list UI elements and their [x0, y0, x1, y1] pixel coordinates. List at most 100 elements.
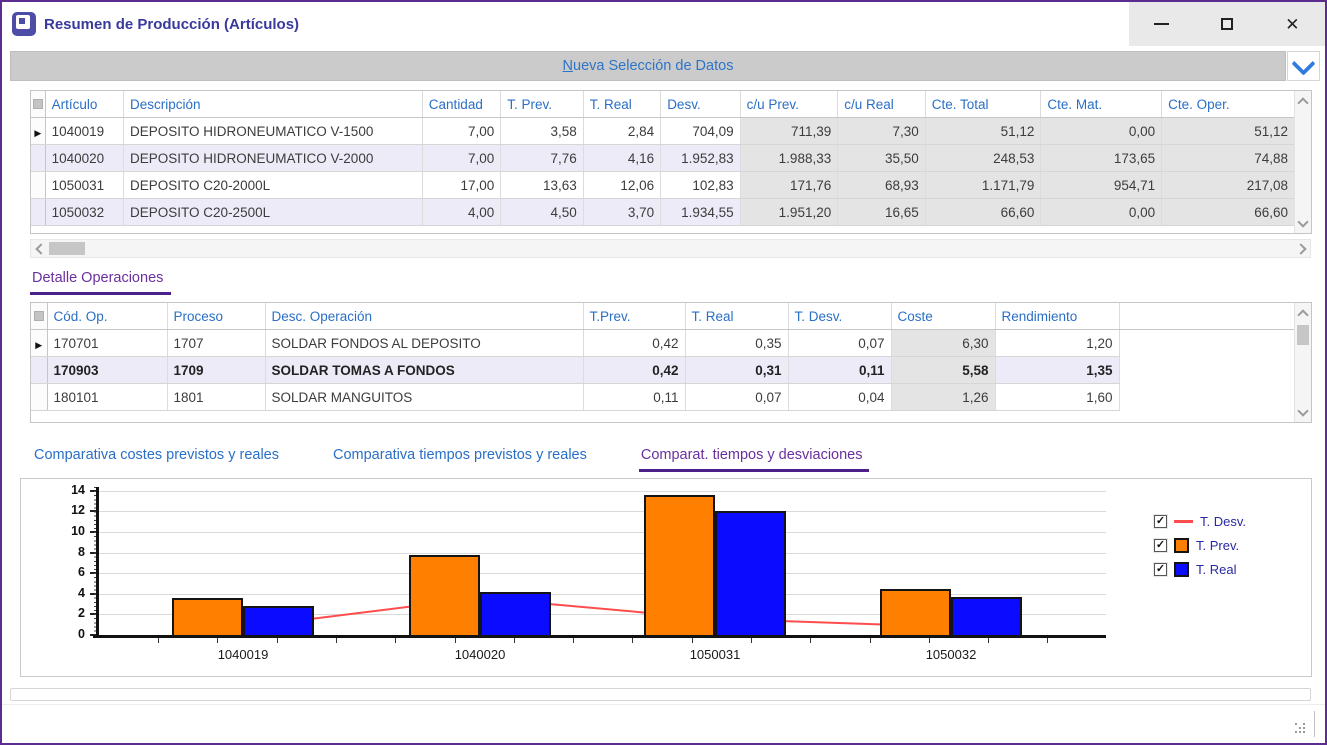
scroll-up-arrow[interactable] — [1295, 305, 1311, 321]
cell[interactable]: 180101 — [47, 383, 168, 411]
cell[interactable]: 0,04 — [788, 383, 892, 411]
cell[interactable]: 0,31 — [685, 356, 789, 384]
cell[interactable]: DEPOSITO C20-2000L — [123, 171, 423, 199]
cell[interactable]: 1709 — [167, 356, 266, 384]
cell[interactable]: 2,84 — [583, 117, 662, 145]
table-row[interactable]: 180101 1801 SOLDAR MANGUITOS 0,11 0,07 0,04 1,… — [31, 383, 1295, 411]
collapse-panel-button[interactable] — [1287, 51, 1320, 81]
cell[interactable]: 173,65 — [1040, 144, 1163, 172]
cell[interactable]: 1050031 — [45, 171, 125, 199]
table-row[interactable]: 1050032 DEPOSITO C20-2500L 4,00 4,50 3,70 1.9… — [31, 198, 1295, 226]
cell[interactable]: 35,50 — [837, 144, 926, 172]
column-header[interactable]: Proceso — [167, 303, 266, 330]
cell[interactable]: 1.934,55 — [660, 198, 741, 226]
scroll-left-arrow[interactable] — [31, 240, 48, 257]
cell[interactable]: 171,76 — [740, 171, 839, 199]
cell[interactable]: 5,58 — [891, 356, 996, 384]
cell[interactable]: SOLDAR TOMAS A FONDOS — [265, 356, 584, 384]
scroll-up-arrow[interactable] — [1295, 93, 1311, 109]
cell[interactable]: 74,88 — [1161, 144, 1295, 172]
cell[interactable]: 12,06 — [583, 171, 662, 199]
cell[interactable]: 1040019 — [45, 117, 125, 145]
chart-tab[interactable]: Comparativa costes previstos y reales — [34, 447, 279, 463]
cell[interactable]: 0,11 — [788, 356, 892, 384]
cell[interactable]: 4,50 — [500, 198, 584, 226]
cell[interactable]: DEPOSITO HIDRONEUMATICO V-1500 — [123, 117, 423, 145]
cell[interactable]: 1040020 — [45, 144, 125, 172]
cell[interactable]: 704,09 — [660, 117, 741, 145]
table-row[interactable]: 1050031 DEPOSITO C20-2000L 17,00 13,63 12,06… — [31, 171, 1295, 199]
column-header[interactable]: Desc. Operación — [265, 303, 584, 330]
cell[interactable]: 7,00 — [422, 117, 502, 145]
cell[interactable]: 68,93 — [837, 171, 926, 199]
cell[interactable]: 3,70 — [583, 198, 662, 226]
cell[interactable]: 0,07 — [788, 329, 892, 357]
cell[interactable]: 1.952,83 — [660, 144, 741, 172]
cell[interactable]: 1050032 — [45, 198, 125, 226]
chart-tab[interactable]: Comparat. tiempos y desviaciones — [638, 445, 869, 472]
cell[interactable]: 0,42 — [583, 329, 686, 357]
scroll-down-arrow[interactable] — [1295, 215, 1311, 231]
column-header[interactable]: c/u Real — [837, 91, 926, 118]
column-header[interactable]: Cód. Op. — [47, 303, 168, 330]
cell[interactable]: 248,53 — [925, 144, 1042, 172]
operations-grid-vscrollbar[interactable] — [1294, 303, 1311, 422]
articles-grid-vscrollbar[interactable] — [1294, 91, 1311, 233]
cell[interactable]: 170701 — [47, 329, 168, 357]
resize-grip-icon[interactable] — [1295, 723, 1307, 735]
legend-checkbox[interactable]: ✓ — [1154, 562, 1167, 576]
cell[interactable]: SOLDAR MANGUITOS — [265, 383, 584, 411]
cell[interactable]: DEPOSITO C20-2500L — [123, 198, 423, 226]
minimize-button[interactable] — [1129, 2, 1194, 46]
cell[interactable]: 0,00 — [1040, 198, 1163, 226]
cell[interactable]: 66,60 — [925, 198, 1042, 226]
cell[interactable]: 0,07 — [685, 383, 789, 411]
cell[interactable]: 1,60 — [995, 383, 1120, 411]
column-header[interactable]: T. Real — [685, 303, 789, 330]
column-header[interactable]: Rendimiento — [995, 303, 1120, 330]
column-header[interactable]: Cte. Total — [925, 91, 1042, 118]
scroll-down-arrow[interactable] — [1295, 404, 1311, 420]
table-row[interactable]: 170903 1709 SOLDAR TOMAS A FONDOS 0,42 0,31 0… — [31, 356, 1295, 384]
column-header[interactable]: Descripción — [123, 91, 423, 118]
cell[interactable]: 1.988,33 — [740, 144, 839, 172]
column-header[interactable]: Cte. Mat. — [1040, 91, 1163, 118]
table-row[interactable]: ▶ 170701 1707 SOLDAR FONDOS AL DEPOSITO 0,42… — [31, 329, 1295, 357]
column-header[interactable]: Cte. Oper. — [1161, 91, 1295, 118]
cell[interactable]: 1.171,79 — [925, 171, 1042, 199]
chart-tab[interactable]: Comparativa tiempos previstos y reales — [333, 447, 587, 463]
cell[interactable]: 4,16 — [583, 144, 662, 172]
cell[interactable]: 1,35 — [995, 356, 1120, 384]
column-header[interactable]: Cantidad — [422, 91, 502, 118]
cell[interactable]: 0,11 — [583, 383, 686, 411]
column-header[interactable]: Artículo — [45, 91, 125, 118]
cell[interactable]: 1.951,20 — [740, 198, 839, 226]
table-row[interactable]: 1040020 DEPOSITO HIDRONEUMATICO V-2000 7,0… — [31, 144, 1295, 172]
cell[interactable]: 66,60 — [1161, 198, 1295, 226]
maximize-button[interactable] — [1194, 2, 1259, 46]
close-button[interactable]: ✕ — [1260, 2, 1325, 46]
column-header[interactable]: c/u Prev. — [740, 91, 839, 118]
cell[interactable]: 4,00 — [422, 198, 502, 226]
cell[interactable]: 217,08 — [1161, 171, 1295, 199]
column-header[interactable]: T. Real — [583, 91, 662, 118]
cell[interactable]: 0,00 — [1040, 117, 1163, 145]
cell[interactable]: 13,63 — [500, 171, 584, 199]
hscroll-thumb[interactable] — [49, 242, 85, 255]
table-row[interactable]: ▶ 1040019 DEPOSITO HIDRONEUMATICO V-1500 7,… — [31, 117, 1295, 145]
cell[interactable]: 1,20 — [995, 329, 1120, 357]
cell[interactable]: 711,39 — [740, 117, 839, 145]
legend-checkbox[interactable]: ✓ — [1154, 514, 1167, 528]
tab-detalle-operaciones[interactable]: Detalle Operaciones — [30, 270, 172, 295]
select-all-cell[interactable] — [31, 91, 46, 118]
column-header[interactable]: Desv. — [660, 91, 741, 118]
scroll-right-arrow[interactable] — [1293, 240, 1310, 257]
cell[interactable]: 7,30 — [837, 117, 926, 145]
cell[interactable]: 102,83 — [660, 171, 741, 199]
column-header[interactable]: T. Desv. — [788, 303, 892, 330]
cell[interactable]: 1,26 — [891, 383, 996, 411]
cell[interactable]: DEPOSITO HIDRONEUMATICO V-2000 — [123, 144, 423, 172]
cell[interactable]: 7,76 — [500, 144, 584, 172]
cell[interactable]: 7,00 — [422, 144, 502, 172]
